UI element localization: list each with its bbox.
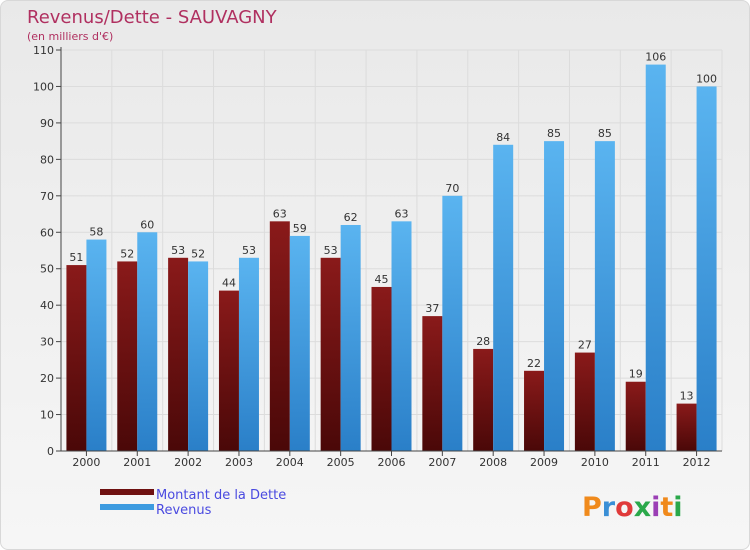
- value-label-dette: 53: [324, 244, 338, 257]
- y-tick-label: 90: [40, 117, 54, 130]
- logo-letter: x: [634, 492, 651, 523]
- value-label-revenus: 63: [395, 207, 409, 220]
- x-tick-label: 2011: [632, 456, 660, 469]
- value-label-revenus: 59: [293, 222, 307, 235]
- bar-revenus: [137, 232, 158, 451]
- y-tick-label: 100: [33, 80, 54, 93]
- x-tick-label: 2000: [72, 456, 100, 469]
- bar-revenus: [86, 239, 107, 451]
- bar-dette: [168, 257, 189, 451]
- legend-swatch-revenus: [100, 504, 154, 510]
- value-label-revenus: 70: [445, 182, 459, 195]
- x-tick-label: 2007: [428, 456, 456, 469]
- logo-letter: P: [582, 492, 602, 523]
- value-label-dette: 28: [476, 335, 490, 348]
- logo-letter: i: [673, 492, 682, 523]
- logo-letter: i: [651, 492, 660, 523]
- value-label-dette: 13: [680, 390, 694, 403]
- x-tick-label: 2008: [479, 456, 507, 469]
- x-tick-label: 2005: [327, 456, 355, 469]
- bar-dette: [473, 348, 494, 451]
- x-tick-label: 2009: [530, 456, 558, 469]
- y-tick-label: 70: [40, 190, 54, 203]
- value-label-revenus: 60: [140, 218, 154, 231]
- value-label-revenus: 100: [696, 72, 717, 85]
- x-tick-label: 2010: [581, 456, 609, 469]
- value-label-revenus: 58: [89, 226, 103, 239]
- value-label-revenus: 85: [547, 127, 561, 140]
- bar-revenus: [188, 261, 209, 451]
- y-tick-label: 40: [40, 299, 54, 312]
- bar-revenus: [544, 141, 565, 452]
- bar-revenus: [645, 64, 666, 451]
- value-label-dette: 44: [222, 277, 236, 290]
- y-tick-label: 110: [33, 44, 54, 57]
- x-tick-label: 2006: [378, 456, 406, 469]
- x-tick-label: 2012: [683, 456, 711, 469]
- logo-letter: t: [660, 492, 673, 523]
- proxiti-logo: Proxiti: [582, 492, 683, 523]
- bar-dette: [524, 370, 545, 451]
- y-tick-label: 80: [40, 153, 54, 166]
- value-label-dette: 27: [578, 339, 592, 352]
- bar-dette: [218, 290, 239, 451]
- bar-dette: [422, 316, 443, 451]
- legend-swatch-debt: [100, 489, 154, 495]
- y-tick-label: 10: [40, 409, 54, 422]
- x-tick-label: 2002: [174, 456, 202, 469]
- bar-dette: [625, 381, 646, 451]
- value-label-dette: 22: [527, 357, 541, 370]
- bar-dette: [574, 352, 595, 451]
- value-label-revenus: 85: [598, 127, 612, 140]
- logo-letter: o: [615, 492, 634, 523]
- y-tick-label: 20: [40, 372, 54, 385]
- logo-letter: r: [602, 492, 616, 523]
- bar-revenus: [391, 221, 412, 451]
- value-label-dette: 37: [425, 302, 439, 315]
- bar-dette: [676, 403, 697, 451]
- bar-revenus: [289, 235, 310, 451]
- bar-revenus: [442, 195, 463, 451]
- bar-dette: [320, 257, 341, 451]
- bar-revenus: [340, 224, 361, 451]
- value-label-dette: 63: [273, 207, 287, 220]
- value-label-dette: 53: [171, 244, 185, 257]
- y-tick-label: 50: [40, 263, 54, 276]
- value-label-revenus: 52: [191, 247, 205, 260]
- bar-dette: [117, 261, 138, 451]
- bar-dette: [371, 286, 392, 451]
- value-label-dette: 51: [69, 251, 83, 264]
- legend-label-revenus: Revenus: [156, 503, 212, 518]
- chart-subtitle: (en milliers d'€): [27, 30, 113, 43]
- value-label-dette: 19: [629, 368, 643, 381]
- x-tick-label: 2001: [123, 456, 151, 469]
- chart-title: Revenus/Dette - SAUVAGNY: [27, 7, 278, 28]
- bar-dette: [269, 221, 290, 451]
- y-tick-label: 0: [47, 445, 54, 458]
- x-tick-label: 2003: [225, 456, 253, 469]
- bar-revenus: [696, 86, 717, 452]
- y-tick-label: 60: [40, 226, 54, 239]
- value-label-dette: 52: [120, 247, 134, 260]
- value-label-revenus: 84: [496, 131, 510, 144]
- value-label-revenus: 62: [344, 211, 358, 224]
- legend: Montant de la Dette Revenus: [100, 488, 286, 518]
- value-label-dette: 45: [375, 273, 389, 286]
- bar-revenus: [594, 141, 615, 452]
- bar-dette: [66, 265, 87, 451]
- x-tick-label: 2004: [276, 456, 304, 469]
- legend-label-debt: Montant de la Dette: [156, 488, 286, 503]
- bar-revenus: [493, 144, 514, 452]
- value-label-revenus: 106: [645, 51, 666, 64]
- y-tick-label: 30: [40, 336, 54, 349]
- bar-revenus: [238, 257, 259, 451]
- value-label-revenus: 53: [242, 244, 256, 257]
